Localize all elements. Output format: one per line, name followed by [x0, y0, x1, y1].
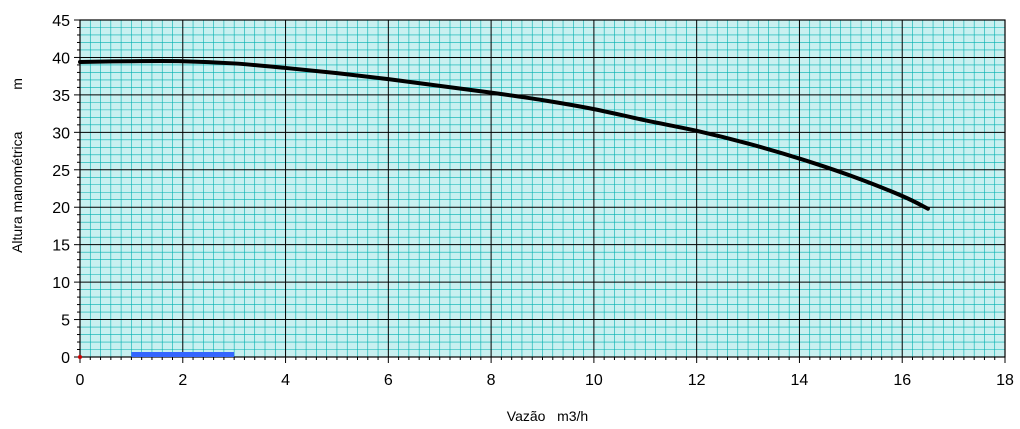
- y-tick-label: 15: [52, 238, 70, 255]
- y-axis-label: Altura manométrica: [9, 131, 25, 253]
- x-axis-label: Vazão m3/h: [507, 408, 588, 424]
- y-tick-label: 40: [52, 50, 70, 67]
- origin-marker: [78, 355, 82, 359]
- y-tick-label: 10: [52, 275, 70, 292]
- y-tick-label: 30: [52, 125, 70, 142]
- x-tick-label: 14: [791, 372, 809, 389]
- y-tick-label: 45: [52, 13, 70, 30]
- major-grid: [80, 20, 1005, 357]
- x-tick-label: 10: [585, 372, 603, 389]
- series-layer: [78, 58, 930, 211]
- y-tick-label: 0: [61, 350, 70, 367]
- y-axis-unit: m: [9, 78, 25, 90]
- y-tick-label: 5: [61, 313, 70, 330]
- axis-ticks: [74, 19, 1006, 363]
- minor-grid: [80, 20, 1005, 357]
- x-tick-label: 2: [178, 372, 187, 389]
- x-tick-label: 0: [76, 372, 85, 389]
- y-tick-label: 35: [52, 88, 70, 105]
- y-tick-labels: 0 5 10 15 20 25 30 35 40 45: [52, 13, 70, 367]
- y-tick-label: 20: [52, 200, 70, 217]
- x-tick-label: 18: [996, 372, 1014, 389]
- y-tick-label: 25: [52, 163, 70, 180]
- x-tick-label: 4: [281, 372, 290, 389]
- x-tick-label: 16: [893, 372, 911, 389]
- pump-curve-line: [78, 58, 930, 211]
- x-tick-labels: 0 2 4 6 8 10 12 14 16 18: [76, 372, 1014, 389]
- x-tick-label: 6: [384, 372, 393, 389]
- x-tick-label: 8: [487, 372, 496, 389]
- x-tick-label: 12: [688, 372, 706, 389]
